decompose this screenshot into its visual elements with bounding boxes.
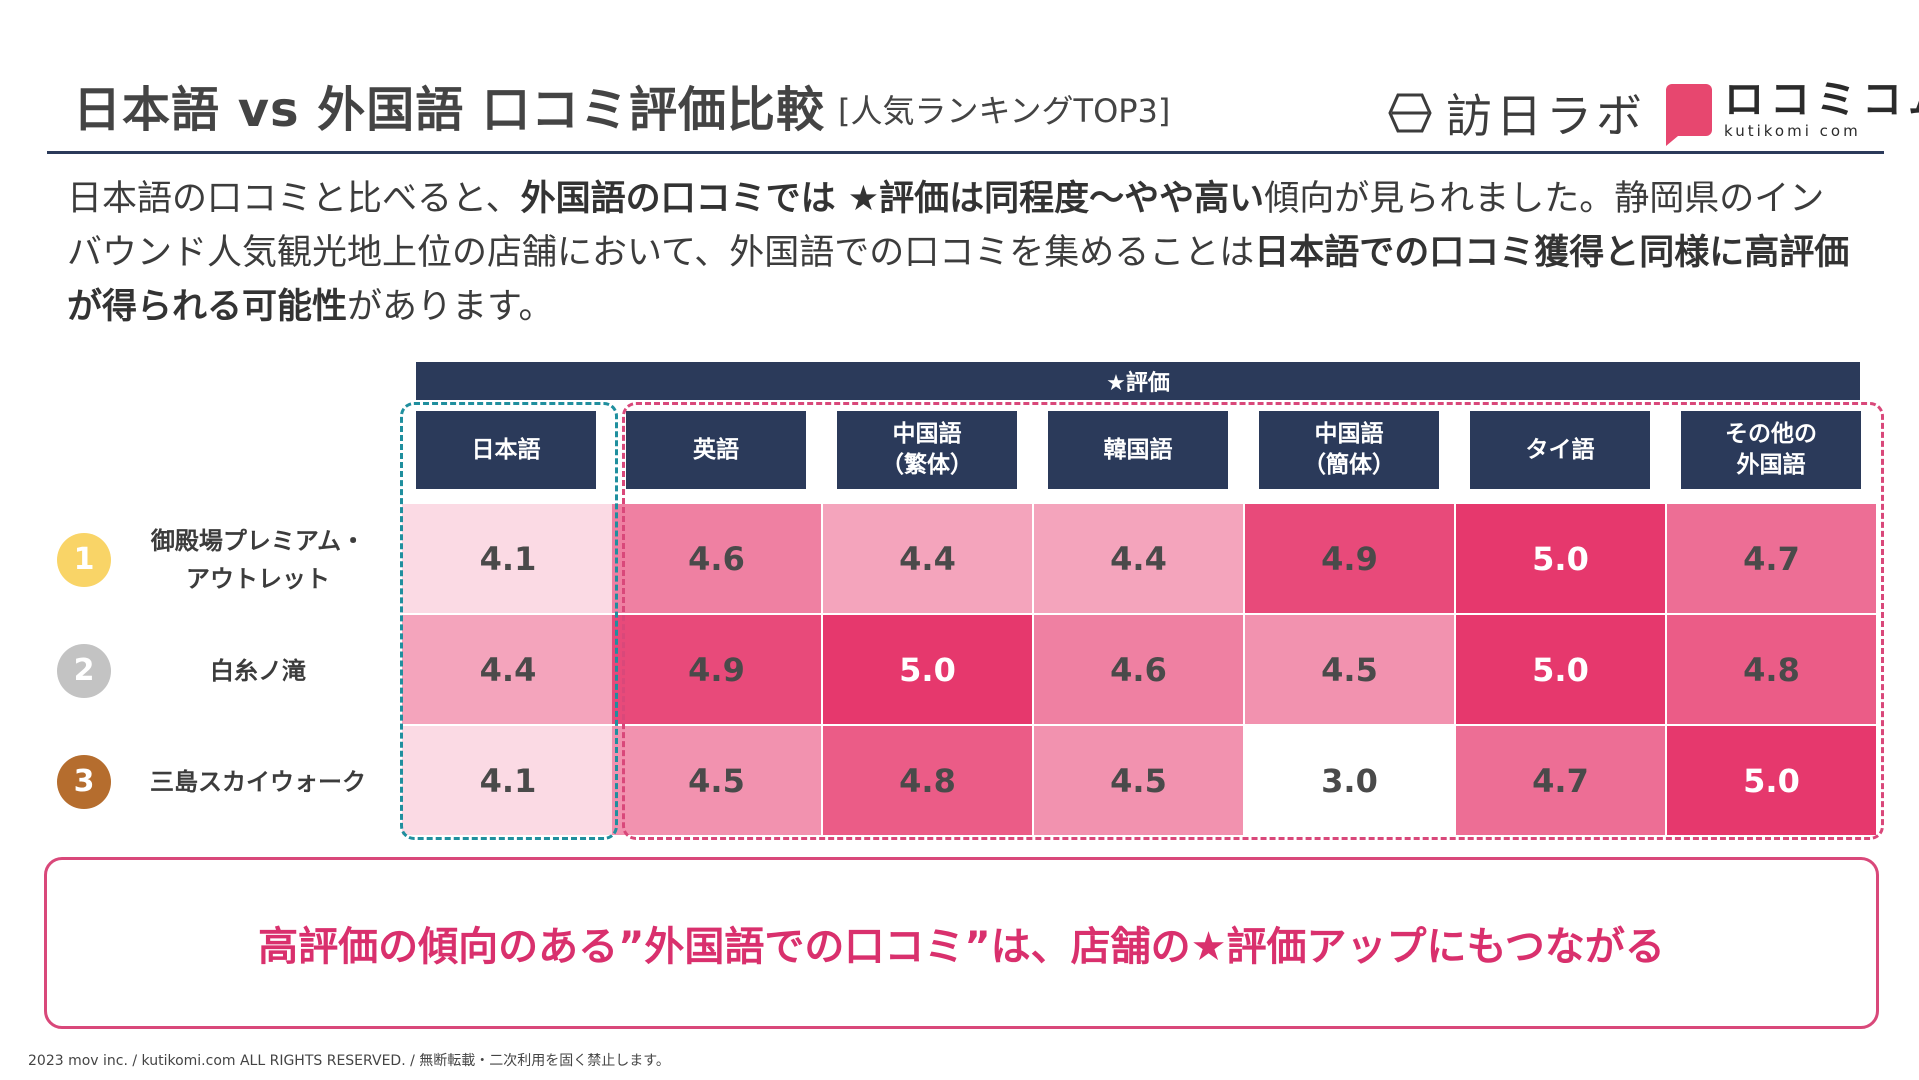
kutikomi-logo-sub: kutikomi com	[1724, 122, 1861, 140]
kutikomi-logo: ロコミコム kutikomi com	[1666, 77, 1919, 146]
column-header: 中国語 （繁体）	[837, 411, 1017, 489]
intro-text-2: 傾向が見られました。静岡県のインバウンド人気観光地上位の店舗において、外国語での…	[67, 179, 1825, 273]
houjin-lab-logo-icon	[1388, 93, 1432, 133]
rating-cell: 4.6	[612, 504, 823, 613]
header-divider	[47, 151, 1884, 154]
rating-cell: 4.5	[1245, 615, 1456, 724]
intro-bold-2: 日本語での口コミ獲得と同様に高評価が得られる可能性	[67, 233, 1850, 327]
kutikomi-logo-icon	[1666, 83, 1712, 146]
copyright-footer: 2023 mov inc. / kutikomi.com ALL RIGHTS …	[28, 1053, 670, 1069]
column-header: 中国語 （簡体）	[1259, 411, 1439, 489]
column-header: その他の 外国語	[1681, 411, 1861, 489]
rating-cell: 5.0	[1667, 726, 1878, 835]
rank-badge: 1	[57, 532, 111, 587]
column-header: 日本語	[416, 411, 596, 489]
rating-cell: 5.0	[1456, 615, 1667, 724]
rating-cell: 5.0	[1456, 504, 1667, 613]
conclusion-text: 高評価の傾向のある”外国語での口コミ”は、店舗の★評価アップにもつながる	[258, 924, 1665, 970]
rating-cell: 4.4	[823, 504, 1034, 613]
japanese-group-outline	[400, 402, 618, 840]
rating-cell: 4.5	[1034, 726, 1245, 835]
page-title: 日本語 vs 外国語 口コミ評価比較	[73, 82, 825, 138]
column-header: 英語	[626, 411, 806, 489]
intro-text-1: 日本語の口コミと比べると、	[67, 179, 521, 219]
intro-text-3: があります。	[347, 287, 554, 327]
rating-cell: 4.8	[1667, 615, 1878, 724]
rank-badge: 3	[57, 754, 111, 809]
rating-cell: 4.1	[402, 504, 616, 613]
foreign-group-outline	[622, 402, 1884, 840]
intro-bold-1: 外国語の口コミでは ★評価は同程度〜やや高い	[520, 179, 1265, 219]
column-header: タイ語	[1470, 411, 1650, 489]
chart-title-bar: ★評価	[416, 362, 1860, 400]
rating-cell: 4.4	[402, 615, 616, 724]
rank-badge: 2	[57, 643, 111, 698]
houjin-lab-logo: 訪日ラボ	[1388, 80, 1646, 146]
houjin-lab-logo-text: 訪日ラボ	[1446, 89, 1646, 143]
page-subtitle: [人気ランキングTOP3]	[838, 92, 1171, 130]
rating-cell: 4.1	[402, 726, 616, 835]
spot-name: 御殿場プレミアム・ アウトレット	[150, 526, 366, 593]
rating-cell: 4.5	[612, 726, 823, 835]
rating-cell: 5.0	[823, 615, 1034, 724]
rating-cell: 4.6	[1034, 615, 1245, 724]
rating-cell: 4.8	[823, 726, 1034, 835]
spot-name: 三島スカイウォーク	[150, 767, 366, 796]
spot-name: 白糸ノ滝	[210, 656, 306, 685]
rating-cell: 4.9	[612, 615, 823, 724]
rating-cell: 3.0	[1245, 726, 1456, 835]
intro-paragraph: 日本語の口コミと比べると、外国語の口コミでは ★評価は同程度〜やや高い傾向が見ら…	[67, 172, 1857, 334]
rating-cell: 4.7	[1667, 504, 1878, 613]
column-header: 韓国語	[1048, 411, 1228, 489]
rating-cell: 4.9	[1245, 504, 1456, 613]
kutikomi-logo-text: ロコミコム	[1724, 77, 1919, 123]
conclusion-box: 高評価の傾向のある”外国語での口コミ”は、店舗の★評価アップにもつながる	[44, 857, 1879, 1029]
rating-cell: 4.7	[1456, 726, 1667, 835]
rating-cell: 4.4	[1034, 504, 1245, 613]
